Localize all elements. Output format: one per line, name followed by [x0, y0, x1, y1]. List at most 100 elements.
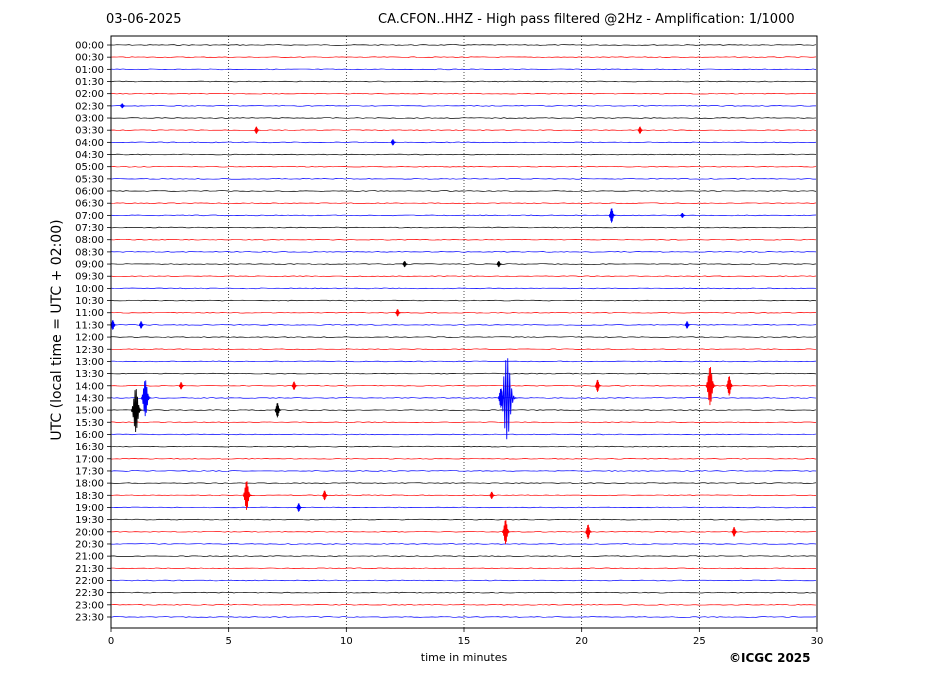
- y-tick-label: 20:30: [75, 539, 104, 550]
- event-waveform: [253, 126, 260, 134]
- date-label: 03-06-2025: [106, 12, 182, 27]
- trace-line: [110, 506, 817, 509]
- y-tick-label: 21:00: [75, 552, 104, 563]
- event-waveform: [705, 367, 717, 406]
- y-tick-label: 07:00: [75, 211, 104, 222]
- y-tick-label: 17:00: [75, 454, 104, 465]
- trace-line: [110, 543, 817, 545]
- trace-line: [110, 385, 817, 387]
- y-tick-label: 19:30: [75, 515, 104, 526]
- trace-line: [110, 190, 817, 192]
- event-waveform: [501, 520, 511, 544]
- y-tick-label: 04:00: [75, 138, 104, 149]
- x-tick-label: 10: [340, 636, 353, 647]
- y-tick-label: 11:30: [75, 320, 104, 331]
- x-tick-label: 15: [458, 636, 471, 647]
- y-tick-label: 08:00: [75, 235, 104, 246]
- event-waveform: [489, 491, 495, 499]
- trace-line: [110, 409, 817, 411]
- trace-line: [110, 311, 817, 314]
- event-waveform: [130, 389, 143, 432]
- y-tick-label: 00:00: [75, 41, 104, 52]
- event-waveform: [725, 376, 734, 396]
- event-waveform: [402, 261, 408, 268]
- event-waveform: [395, 309, 401, 317]
- event-waveform: [680, 213, 686, 218]
- y-tick-label: 16:30: [75, 442, 104, 453]
- event-waveform: [140, 380, 152, 417]
- trace-line: [110, 44, 817, 46]
- event-waveform: [178, 382, 185, 390]
- y-tick-label: 14:30: [75, 393, 104, 404]
- trace-line: [110, 372, 817, 375]
- event-waveform: [684, 321, 691, 329]
- trace-line: [110, 56, 817, 58]
- trace-line: [110, 616, 817, 618]
- y-tick-label: 01:00: [75, 65, 104, 76]
- trace-line: [110, 165, 817, 168]
- trace-lines: [110, 44, 817, 618]
- y-tick-label: 16:00: [75, 430, 104, 441]
- y-tick-label: 03:00: [75, 114, 104, 125]
- y-tick-label: 10:30: [75, 296, 104, 307]
- trace-line: [110, 336, 817, 338]
- trace-line: [110, 348, 817, 350]
- x-tick-label: 0: [108, 636, 114, 647]
- y-tick-label: 23:30: [75, 612, 104, 623]
- trace-line: [110, 129, 817, 131]
- y-tick-label: 09:30: [75, 272, 104, 283]
- trace-line: [110, 470, 817, 472]
- seismic-events: [110, 103, 738, 544]
- y-tick-label: 15:30: [75, 418, 104, 429]
- event-waveform: [608, 208, 616, 223]
- y-tick-label: 07:30: [75, 223, 104, 234]
- y-tick-label: 23:00: [75, 600, 104, 611]
- x-axis-label: time in minutes: [420, 651, 508, 664]
- trace-line: [110, 421, 817, 424]
- y-tick-label: 04:30: [75, 150, 104, 161]
- trace-line: [110, 214, 817, 217]
- trace-line: [110, 68, 817, 71]
- trace-line: [110, 360, 817, 363]
- trace-line: [110, 531, 817, 533]
- y-tick-label: 02:30: [75, 101, 104, 112]
- trace-line: [110, 153, 817, 156]
- vertical-grid: [228, 36, 700, 628]
- y-tick-label: 13:30: [75, 369, 104, 380]
- y-tick-label: 12:30: [75, 345, 104, 356]
- x-axis-ticks: 0 5 10 15 20 25 30: [108, 628, 824, 647]
- trace-line: [110, 591, 817, 594]
- trace-line: [110, 458, 817, 460]
- event-waveform: [731, 527, 738, 537]
- trace-line: [110, 445, 817, 448]
- x-tick-label: 25: [693, 636, 706, 647]
- y-tick-label: 13:00: [75, 357, 104, 368]
- trace-line: [110, 482, 817, 484]
- trace-line: [110, 555, 817, 557]
- trace-line: [110, 202, 817, 204]
- y-tick-label: 21:30: [75, 564, 104, 575]
- y-tick-label: 10:00: [75, 284, 104, 295]
- event-waveform: [321, 490, 328, 501]
- event-waveform: [496, 261, 502, 268]
- trace-line: [110, 105, 817, 107]
- y-tick-label: 08:30: [75, 247, 104, 258]
- x-tick-label: 30: [811, 636, 824, 647]
- event-waveform: [138, 321, 145, 329]
- y-tick-label: 18:30: [75, 491, 104, 502]
- trace-line: [110, 397, 817, 399]
- y-tick-label: 12:00: [75, 333, 104, 344]
- y-tick-label: 09:00: [75, 260, 104, 271]
- y-tick-label: 06:00: [75, 187, 104, 198]
- chart-title: CA.CFON..HHZ - High pass filtered @2Hz -…: [378, 12, 795, 27]
- event-waveform: [274, 403, 282, 418]
- x-tick-label: 5: [225, 636, 231, 647]
- x-tick-label: 20: [575, 636, 588, 647]
- copyright-label: ©ICGC 2025: [729, 651, 811, 665]
- event-waveform: [594, 379, 602, 392]
- y-tick-label: 15:00: [75, 406, 104, 417]
- event-waveform: [296, 503, 302, 512]
- trace-line: [110, 324, 817, 326]
- trace-line: [110, 275, 817, 277]
